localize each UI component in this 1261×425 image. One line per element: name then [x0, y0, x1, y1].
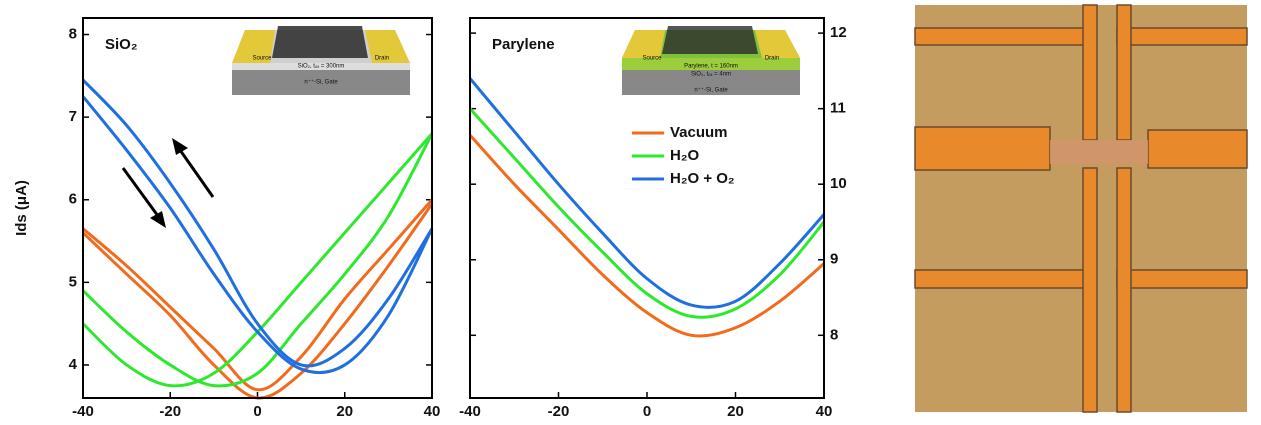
inset-label: Drain — [765, 56, 779, 62]
y-tick-label: 10 — [830, 175, 847, 192]
y-tick-label: 7 — [69, 108, 77, 125]
inset-label: n⁺⁺-Si, Gate — [694, 87, 728, 94]
x-tick-label: -20 — [159, 403, 181, 420]
legend-label: H₂O + O₂ — [670, 170, 735, 187]
micrograph — [915, 5, 1247, 412]
inset-label: Source — [642, 56, 662, 62]
inset-label: Source — [252, 56, 272, 62]
y-tick-label: 4 — [69, 356, 78, 373]
x-tick-label: 40 — [424, 403, 441, 420]
legend-label: H₂O — [670, 147, 699, 164]
x-tick-label: 0 — [253, 403, 261, 420]
data-line — [83, 204, 432, 398]
x-tick-label: -40 — [459, 403, 481, 420]
inset-label: Drain — [375, 56, 389, 62]
inset-label: SiO₂, tₒₓ = 4nm — [691, 72, 731, 78]
y-tick-label: 5 — [69, 273, 77, 290]
legend-label: Vacuum — [670, 124, 728, 141]
sweep-arrow — [123, 138, 213, 228]
x-tick-label: 20 — [336, 403, 353, 420]
data-line — [470, 135, 824, 336]
inset-label: SiO₂, tₒₓ = 300nm — [298, 64, 345, 70]
y-tick-label: 6 — [69, 191, 77, 208]
y-tick-label: 9 — [830, 251, 838, 268]
y-tick-label: 11 — [830, 100, 846, 117]
panel-label: SiO₂ — [105, 36, 138, 53]
y-tick-label: 8 — [69, 25, 77, 42]
x-tick-label: 40 — [816, 403, 833, 420]
inset-label: n⁺⁺-Si, Gate — [304, 79, 338, 86]
inset-label: Parylene, t = 160nm — [684, 64, 738, 70]
x-tick-label: 0 — [643, 403, 651, 420]
x-tick-label: -40 — [72, 403, 94, 420]
panel-label: Parylene — [492, 36, 555, 53]
y-tick-label: 8 — [830, 326, 838, 343]
y-axis-label: Ids (μA) — [13, 180, 30, 236]
x-tick-label: -20 — [548, 403, 570, 420]
y-tick-label: 12 — [830, 24, 847, 41]
x-tick-label: 20 — [727, 403, 744, 420]
figure: 45678-40-2002040SiO₂Vg (V)Ids (μA)Source… — [0, 0, 1261, 425]
data-line — [83, 80, 432, 366]
